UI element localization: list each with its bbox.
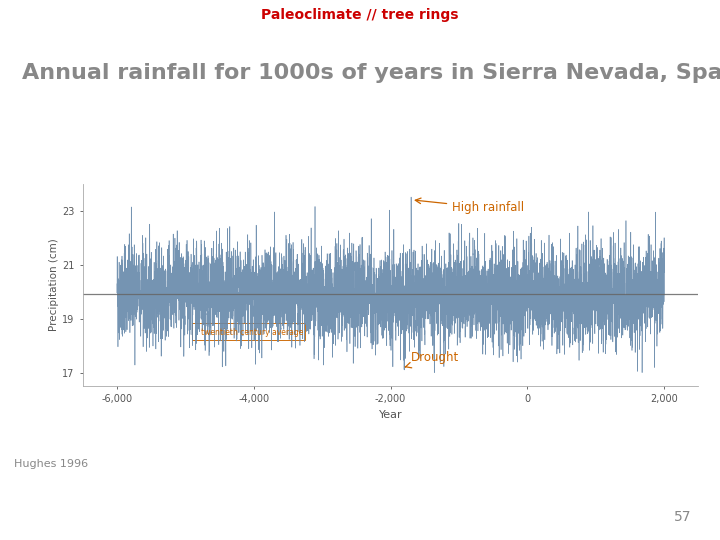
Text: Drought: Drought	[405, 351, 459, 368]
Text: Annual rainfall for 1000s of years in Sierra Nevada, Spain: Annual rainfall for 1000s of years in Si…	[22, 63, 720, 83]
X-axis label: Year: Year	[379, 410, 402, 420]
Text: twentieth century average: twentieth century average	[201, 328, 304, 336]
Y-axis label: Precipitation (cm): Precipitation (cm)	[49, 239, 59, 331]
Text: Paleoclimate // tree rings: Paleoclimate // tree rings	[261, 8, 459, 22]
Bar	[192, 323, 305, 340]
Text: 57: 57	[674, 510, 691, 524]
Text: High rainfall: High rainfall	[415, 198, 524, 214]
Text: Hughes 1996: Hughes 1996	[14, 460, 89, 469]
